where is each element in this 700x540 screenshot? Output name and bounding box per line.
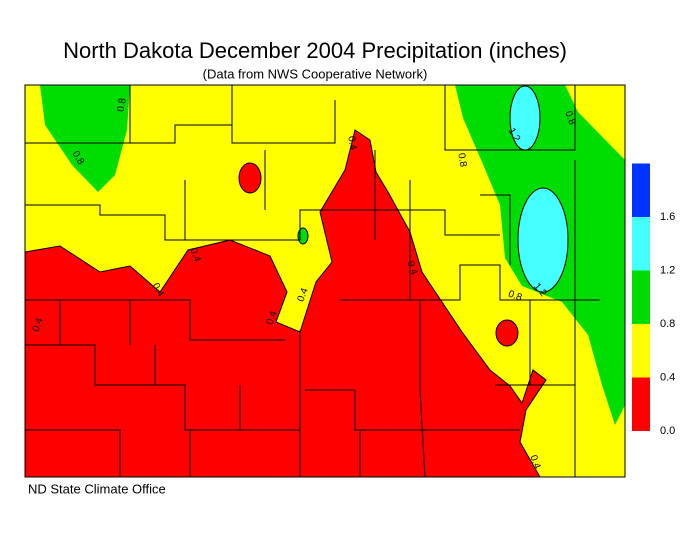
legend-swatch bbox=[632, 217, 650, 271]
legend-swatch bbox=[632, 324, 650, 378]
legend-label: 0.4 bbox=[660, 371, 675, 383]
legend: 0.0 0.4 0.8 1.2 1.6 bbox=[632, 163, 675, 437]
county-lines bbox=[24, 84, 626, 478]
map bbox=[24, 84, 626, 478]
contour-label: 0.8 bbox=[562, 110, 577, 127]
contour-label: 0.8 bbox=[455, 152, 468, 168]
legend-swatch bbox=[632, 270, 650, 324]
contour-label: 0.4 bbox=[345, 135, 358, 151]
legend-swatch bbox=[632, 377, 650, 431]
cyan-area bbox=[517, 187, 569, 293]
credit: ND State Climate Office bbox=[28, 481, 166, 496]
contour-label: 0.4 bbox=[296, 286, 311, 303]
legend-label: 0.0 bbox=[660, 425, 675, 437]
contour-label: 0.4 bbox=[404, 260, 419, 277]
red-area bbox=[238, 162, 262, 194]
title: North Dakota December 2004 Precipitation… bbox=[63, 38, 567, 63]
legend-label: 1.6 bbox=[660, 211, 675, 223]
contour-label: 0.4 bbox=[187, 247, 202, 264]
contour-label: 0.4 bbox=[527, 454, 542, 471]
contour-label: 0.8 bbox=[116, 97, 129, 113]
contour-label: 0.4 bbox=[31, 316, 46, 333]
red-area bbox=[24, 129, 547, 478]
legend-swatch bbox=[632, 163, 650, 217]
legend-label: 0.8 bbox=[660, 318, 675, 330]
contour-label: 0.8 bbox=[507, 289, 524, 304]
subtitle: (Data from NWS Cooperative Network) bbox=[203, 66, 428, 81]
red-area bbox=[495, 319, 519, 347]
green-northwest bbox=[40, 85, 130, 192]
legend-label: 1.2 bbox=[660, 264, 675, 276]
contour-label: 0.4 bbox=[265, 309, 280, 326]
